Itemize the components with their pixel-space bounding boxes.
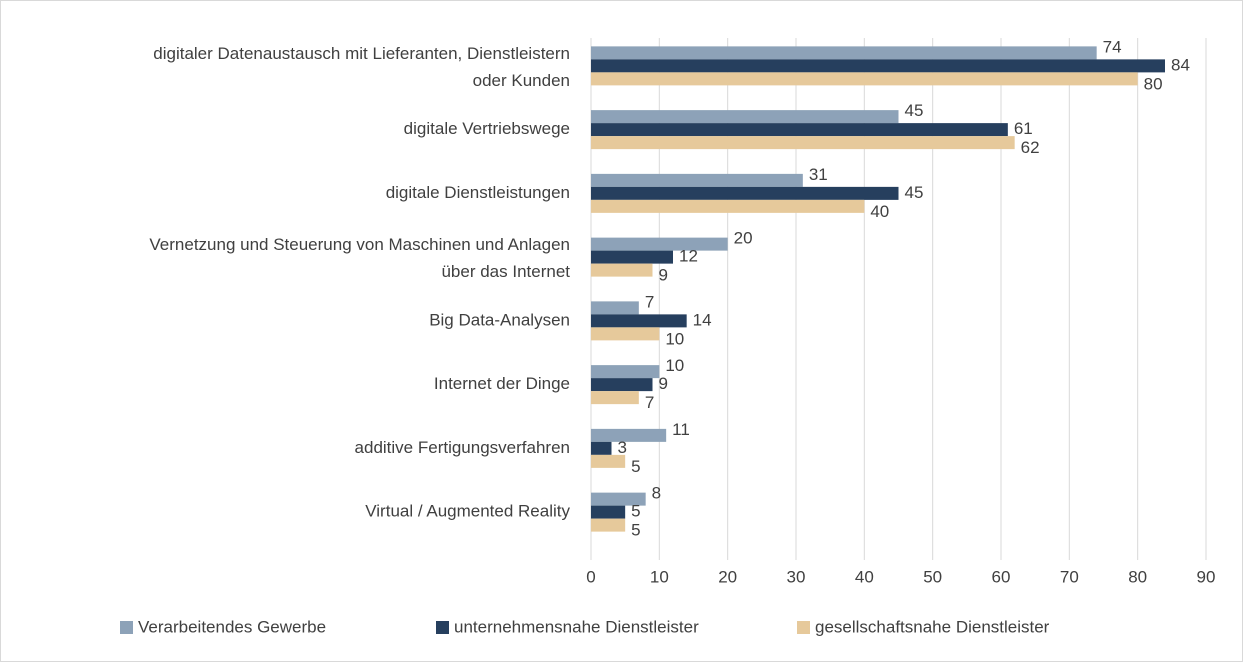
bar: [591, 250, 673, 264]
bar: [591, 327, 660, 341]
data-label: 20: [734, 229, 753, 248]
y-tick-label: Big Data-Analysen: [429, 310, 570, 329]
data-label: 7: [645, 292, 654, 311]
data-label: 12: [679, 247, 698, 266]
bar: [591, 428, 667, 442]
data-label: 7: [645, 393, 654, 412]
legend-label: unternehmensnahe Dienstleister: [454, 617, 699, 636]
data-label: 3: [618, 438, 627, 457]
legend-swatch: [797, 621, 810, 634]
x-tick-label: 40: [855, 567, 874, 586]
data-label: 5: [631, 502, 640, 521]
y-tick-label: oder Kunden: [473, 71, 570, 90]
bar: [591, 518, 626, 532]
bar: [591, 59, 1165, 73]
y-tick-label: Internet der Dinge: [434, 374, 570, 393]
data-label: 40: [870, 202, 889, 221]
x-tick-label: 50: [923, 567, 942, 586]
bar: [591, 199, 865, 213]
data-label: 9: [659, 374, 668, 393]
x-tick-label: 10: [650, 567, 669, 586]
data-label: 5: [631, 521, 640, 540]
legend-label: Verarbeitendes Gewerbe: [138, 617, 326, 636]
bar: [591, 365, 660, 379]
x-tick-label: 30: [787, 567, 806, 586]
bar: [591, 391, 639, 405]
x-tick-label: 0: [586, 567, 595, 586]
data-label: 5: [631, 457, 640, 476]
x-tick-label: 60: [992, 567, 1011, 586]
data-label: 31: [809, 165, 828, 184]
data-label: 74: [1103, 37, 1122, 56]
data-label: 9: [659, 266, 668, 285]
bar: [591, 186, 899, 200]
bar: [591, 263, 653, 277]
bar: [591, 72, 1138, 86]
data-label: 62: [1021, 138, 1040, 157]
bar: [591, 110, 899, 124]
legend-swatch: [120, 621, 133, 634]
data-label: 8: [652, 484, 661, 503]
bar: [591, 237, 728, 251]
x-tick-label: 90: [1197, 567, 1216, 586]
legend-swatch: [436, 621, 449, 634]
bar: [591, 454, 626, 468]
legend-label: gesellschaftsnahe Dienstleister: [815, 617, 1050, 636]
bar: [591, 505, 626, 519]
bar: [591, 46, 1097, 60]
y-tick-label: Virtual / Augmented Reality: [365, 502, 570, 521]
bar: [591, 314, 687, 328]
x-tick-label: 70: [1060, 567, 1079, 586]
data-label: 45: [905, 101, 924, 120]
data-label: 10: [665, 329, 684, 348]
y-tick-label: digitale Vertriebswege: [404, 119, 570, 138]
data-label: 10: [665, 356, 684, 375]
data-label: 80: [1144, 74, 1163, 93]
bar: [591, 136, 1015, 150]
bar: [591, 492, 646, 506]
bar: [591, 301, 639, 315]
y-tick-label: digitale Dienstleistungen: [386, 183, 570, 202]
x-tick-label: 80: [1128, 567, 1147, 586]
y-tick-label: über das Internet: [441, 262, 570, 281]
bar: [591, 173, 803, 187]
x-tick-label: 20: [718, 567, 737, 586]
y-tick-label: digitaler Datenaustausch mit Lieferanten…: [153, 44, 570, 63]
bar: [591, 441, 612, 455]
bar: [591, 123, 1008, 137]
data-label: 61: [1014, 119, 1033, 138]
bar: [591, 378, 653, 392]
y-tick-label: additive Fertigungsverfahren: [355, 438, 570, 457]
y-tick-label: Vernetzung und Steuerung von Maschinen u…: [149, 235, 570, 254]
data-label: 14: [693, 310, 712, 329]
data-label: 84: [1171, 55, 1190, 74]
data-label: 11: [672, 420, 690, 439]
data-label: 45: [905, 183, 924, 202]
